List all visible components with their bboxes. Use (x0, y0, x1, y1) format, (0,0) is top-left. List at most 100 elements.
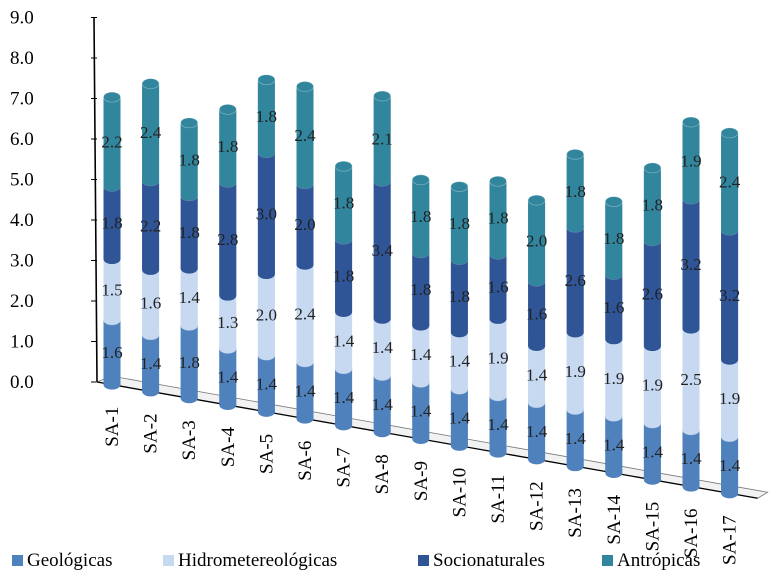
data-label: 1.8 (565, 182, 586, 201)
x-tick-label: SA-12 (527, 481, 548, 531)
data-label: 1.9 (642, 376, 663, 395)
y-tick-label: 9.0 (10, 8, 34, 29)
x-tick-label: SA-1 (102, 407, 123, 447)
bar-segment (141, 78, 160, 186)
chart-data-labels: 1.6 1.5 1.8 2.2 1.4 1.6 2.2 2.4 1.8 1.4 1.8 1.8 1.4 1… (101, 107, 740, 475)
legend-swatch (602, 555, 613, 566)
bar-segment (566, 148, 585, 233)
legend-label: Hidrometereológicas (178, 550, 337, 571)
y-tick-label: 1.0 (10, 332, 34, 353)
data-label: 2.0 (294, 215, 315, 234)
x-tick-label: SA-9 (411, 461, 432, 501)
data-label: 1.4 (603, 436, 625, 455)
y-tick-label: 3.0 (10, 251, 34, 272)
data-label: 1.4 (642, 442, 664, 461)
x-tick-label: SA-10 (449, 468, 470, 518)
data-label: 1.8 (449, 287, 470, 306)
bar-segment (720, 127, 739, 236)
legend-label: Geológicas (27, 550, 112, 571)
bar-segment (296, 178, 314, 270)
x-tick-label: SA-17 (720, 515, 741, 565)
bar-segment (296, 81, 314, 189)
bar-segment (257, 349, 276, 417)
data-label: 2.1 (372, 130, 393, 149)
bar-segment (643, 235, 662, 352)
data-label: 1.4 (719, 456, 741, 475)
bar-segment (566, 221, 585, 338)
bar-segment (604, 196, 623, 280)
data-label: 1.4 (526, 365, 548, 384)
y-axis-line (93, 17, 98, 383)
data-label: 3.0 (256, 204, 277, 223)
data-label: 3.4 (372, 241, 394, 260)
chart-bars (103, 74, 739, 499)
x-tick-label: SA-11 (488, 475, 509, 524)
data-label: 1.5 (101, 280, 122, 299)
data-label: 1.8 (487, 209, 508, 228)
data-label: 2.8 (217, 230, 238, 249)
y-tick-label: 7.0 (10, 89, 34, 110)
data-label: 1.4 (217, 368, 239, 387)
data-label: 1.4 (256, 374, 278, 393)
data-label: 1.4 (333, 388, 355, 407)
data-label: 1.4 (140, 354, 162, 373)
data-label: 1.8 (333, 267, 354, 286)
bar-segment (141, 175, 160, 275)
x-tick-label: SA-2 (141, 413, 162, 453)
legend-swatch (418, 555, 429, 566)
data-label: 1.8 (642, 195, 663, 214)
data-label: 1.8 (410, 280, 431, 299)
data-label: 2.4 (294, 126, 316, 145)
x-tick-label: SA-8 (372, 454, 393, 494)
x-tick-label: SA-7 (334, 447, 355, 487)
bar-segment (450, 181, 469, 265)
data-label: 1.8 (101, 214, 122, 233)
bar-segment (257, 147, 276, 280)
data-label: 1.9 (719, 389, 740, 408)
data-label: 1.4 (410, 345, 432, 364)
data-label: 1.9 (603, 369, 624, 388)
data-label: 1.6 (603, 298, 624, 317)
data-label: 2.6 (642, 284, 663, 303)
data-label: 1.4 (372, 338, 394, 357)
y-tick-label: 8.0 (10, 48, 34, 69)
bar-segment (334, 160, 353, 245)
bar-segment (103, 91, 121, 192)
data-label: 1.8 (179, 150, 200, 169)
data-label: 1.6 (101, 343, 122, 362)
data-label: 1.4 (565, 429, 587, 448)
data-label: 3.2 (719, 286, 740, 305)
data-label: 1.4 (526, 422, 548, 441)
bar-segment (566, 327, 585, 415)
bar-segment (257, 268, 276, 361)
data-label: 1.4 (294, 381, 316, 400)
data-label: 1.8 (603, 229, 624, 248)
x-tick-label: SA-14 (604, 494, 625, 544)
bar-segment (180, 117, 199, 201)
legend-swatch (163, 555, 174, 566)
y-tick-label: 0.0 (10, 372, 34, 393)
y-tick-label: 2.0 (10, 291, 34, 312)
data-label: 2.4 (719, 172, 741, 191)
bar-segment (604, 269, 623, 345)
bar-segment (141, 329, 160, 397)
bar-segment (373, 90, 392, 187)
data-label: 1.8 (410, 207, 431, 226)
y-tick-label: 5.0 (10, 170, 34, 191)
data-label: 1.9 (565, 362, 586, 381)
data-label: 1.8 (217, 137, 238, 156)
legend-label: Socionaturales (433, 550, 545, 571)
x-tick-label: SA-16 (681, 509, 702, 559)
x-tick-label: SA-15 (642, 502, 663, 552)
data-label: 1.6 (526, 305, 547, 324)
bar-segment (257, 74, 276, 158)
data-label: 1.3 (217, 313, 238, 332)
bar-segment (682, 116, 700, 204)
data-label: 2.2 (140, 216, 161, 235)
bar-segment (103, 180, 121, 265)
data-label: 1.4 (179, 288, 201, 307)
data-label: 2.0 (526, 232, 547, 251)
data-label: 1.8 (333, 194, 354, 213)
bar-segment (489, 313, 507, 401)
data-label: 1.8 (179, 353, 200, 372)
